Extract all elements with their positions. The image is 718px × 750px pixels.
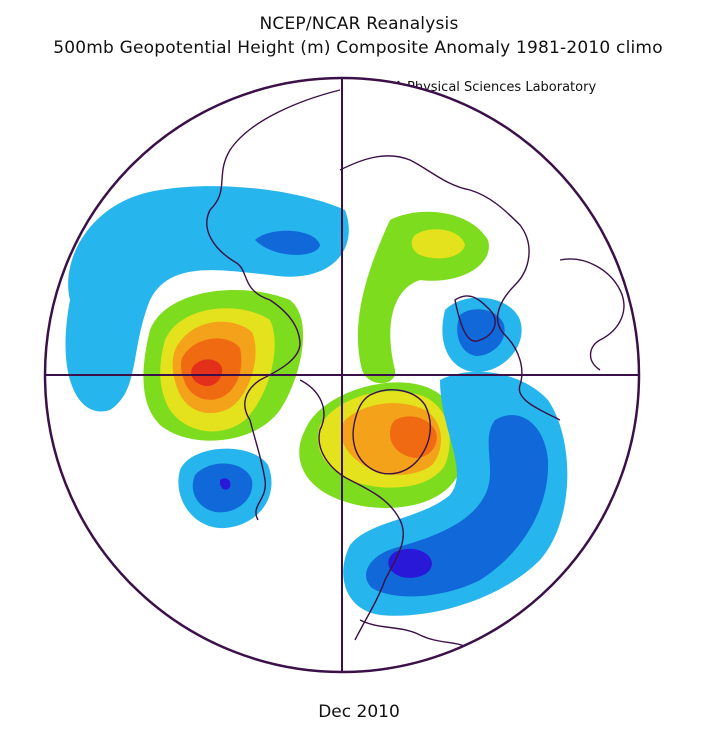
pos-anomaly-scandinavia-core [411,229,465,259]
map-subtitle: 500mb Geopotential Height (m) Composite … [53,38,663,58]
neg-anomaly-east-pacific-max [219,478,231,490]
coastlines [206,89,625,651]
pos-anomaly-siberia-5 [191,359,223,387]
coast-south-asia [559,258,625,371]
coast-europe-asia-north [339,155,561,421]
map-boundary [43,76,641,674]
neg-anomaly-europe-core [457,309,505,356]
map-title: NCEP/NCAR Reanalysis [259,14,459,34]
coast-caribbean [359,619,471,651]
coast-greenland [352,389,432,475]
coast-asia [206,89,341,521]
date-label: Dec 2010 [318,702,400,722]
neg-anomaly-aleutian-core [255,230,320,255]
coast-west-europe [454,295,496,342]
neg-anomaly-atlantic-max [388,548,432,578]
coast-north-america [299,379,404,641]
anomaly-field [65,89,625,651]
